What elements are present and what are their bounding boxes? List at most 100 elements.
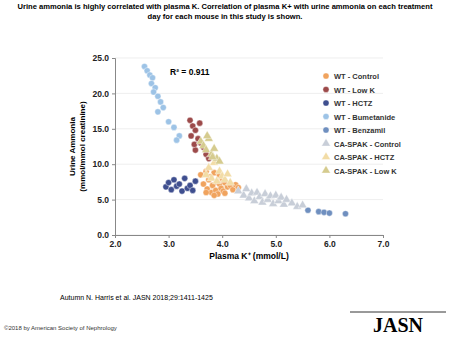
series (196, 131, 224, 164)
legend-label: CA-SPAK - Low K (334, 167, 397, 176)
y-axis-title-line: Urine Ammonia (68, 117, 77, 176)
legend-marker (323, 113, 329, 119)
tick-label: 3.0 (163, 239, 175, 249)
logo: JASN (373, 314, 424, 336)
legend-label: WT - Bumetanide (334, 113, 395, 122)
tick: 15.0 (92, 124, 115, 134)
tick: 0.0 (97, 230, 115, 240)
legend-label: WT - HCTZ (334, 99, 373, 108)
tick-mark (112, 164, 115, 165)
point (191, 141, 197, 147)
tick-label: 10.0 (92, 159, 109, 169)
point (197, 120, 203, 126)
citation: Autumn N. Harris et al. JASN 2018;29:141… (60, 294, 213, 301)
point (215, 156, 224, 164)
series (305, 207, 349, 217)
tick: 3.0 (163, 235, 175, 249)
tick: 10.0 (92, 159, 115, 169)
point (234, 186, 243, 194)
point (202, 170, 211, 178)
point (287, 198, 296, 206)
grid-line (115, 58, 383, 59)
legend-marker (322, 165, 331, 173)
chart: 2.03.04.05.06.07.00.05.010.015.020.025.0… (0, 0, 450, 338)
grid-line (115, 164, 383, 165)
legend-item: WT - HCTZ (323, 99, 373, 108)
tick: 25.0 (92, 53, 115, 63)
point (171, 177, 177, 183)
point (208, 152, 217, 160)
x-axis-title: Plasma K⁺ (mmol/L) (209, 251, 289, 261)
legend-item: WT - Low K (323, 86, 375, 95)
tick-mark (383, 235, 384, 238)
point (160, 104, 166, 110)
point (192, 178, 198, 184)
point (326, 210, 332, 216)
point (298, 200, 307, 208)
logo-rule (350, 312, 446, 313)
legend-label: WT - Benzamil (334, 126, 385, 135)
point (176, 181, 182, 187)
legend-item: WT - Control (323, 72, 379, 81)
legend-item: WT - Benzamil (323, 126, 385, 135)
tick-mark (112, 200, 115, 201)
legend-marker (323, 100, 329, 106)
legend-item: WT - Bumetanide (323, 113, 395, 122)
legend: WT - Control WT - Low K WT - HCTZ WT - Bume… (322, 72, 401, 176)
point (187, 117, 193, 123)
tick: 6.0 (324, 235, 336, 249)
legend-label: CA-SPAK - Control (334, 140, 401, 149)
tick-label: 5.0 (270, 239, 282, 249)
tick-mark (169, 235, 170, 238)
tick-label: 0.0 (97, 230, 109, 240)
tick-label: 15.0 (92, 124, 109, 134)
point (155, 109, 161, 115)
tick-label: 20.0 (92, 89, 109, 99)
annotation: R² = 0.911 (170, 67, 210, 77)
point (203, 189, 209, 195)
legend-item: CA-SPAK - HCTZ (322, 152, 395, 162)
series (163, 175, 199, 194)
legend-marker (323, 86, 329, 92)
point (210, 144, 219, 152)
x-axis: 2.03.04.05.06.07.0 (110, 235, 390, 249)
tick-mark (112, 93, 115, 94)
point (157, 99, 163, 105)
point (222, 190, 228, 196)
point (174, 137, 180, 143)
tick-mark (112, 129, 115, 130)
point (211, 192, 217, 198)
legend-marker (323, 127, 329, 133)
tick-label: 7.0 (378, 239, 390, 249)
point (188, 133, 194, 139)
legend-label: CA-SPAK - HCTZ (334, 153, 395, 162)
legend-item: CA-SPAK - Low K (322, 165, 398, 175)
legend-marker (322, 138, 331, 146)
point (171, 124, 177, 130)
point (192, 127, 198, 133)
point (202, 145, 211, 153)
copyright: ©2018 by American Society of Nephrology (4, 325, 117, 331)
tick-label: 5.0 (97, 195, 109, 205)
plot-area (141, 63, 348, 216)
point (242, 184, 251, 192)
tick: 4.0 (217, 235, 229, 249)
point (342, 211, 348, 217)
tick-label: 6.0 (324, 239, 336, 249)
series (234, 184, 307, 209)
series (141, 63, 182, 143)
point (226, 177, 235, 185)
point (223, 169, 232, 177)
legend-marker (322, 152, 331, 160)
point (282, 194, 291, 202)
point (192, 147, 198, 153)
legend-label: WT - Control (334, 72, 379, 81)
tick-label: 4.0 (217, 239, 229, 249)
tick-mark (329, 235, 330, 238)
point (155, 93, 161, 99)
legend-marker (323, 73, 329, 79)
tick: 5.0 (270, 235, 282, 249)
title: Urine ammonia is highly correlated with … (10, 2, 440, 22)
tick: 7.0 (378, 235, 390, 249)
y-axis: 0.0 5.0 10.0 15.0 20.0 25.0 (92, 53, 115, 240)
